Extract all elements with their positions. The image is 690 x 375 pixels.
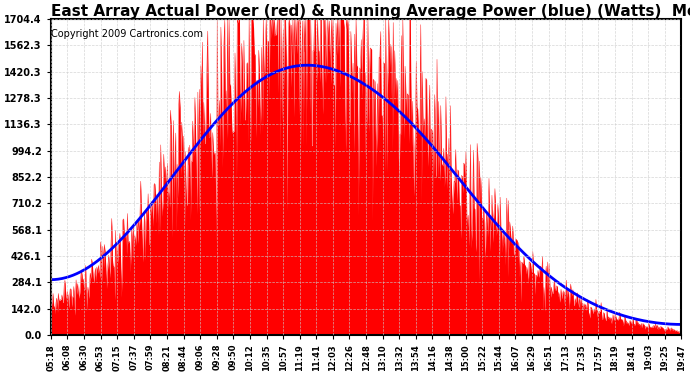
Text: Copyright 2009 Cartronics.com: Copyright 2009 Cartronics.com	[52, 28, 204, 39]
Text: East Array Actual Power (red) & Running Average Power (blue) (Watts)  Mon May 25: East Array Actual Power (red) & Running …	[51, 4, 690, 19]
